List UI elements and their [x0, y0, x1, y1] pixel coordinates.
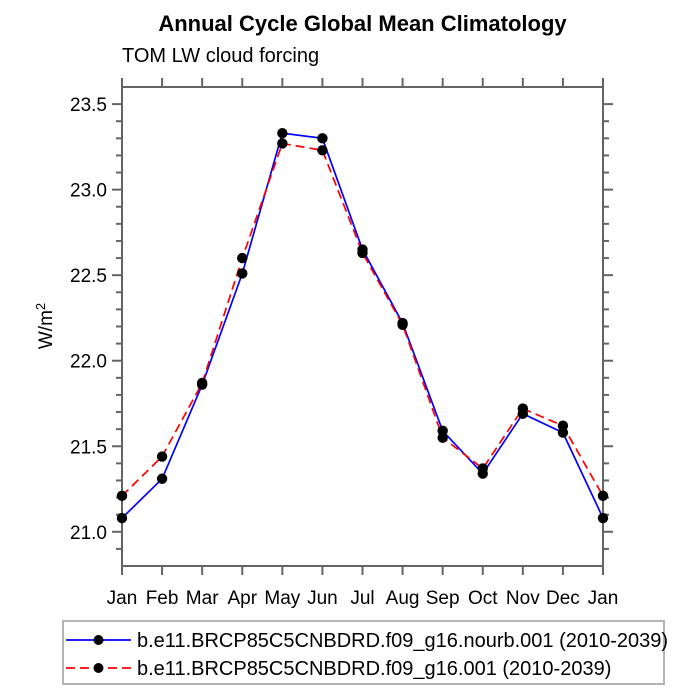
legend-label: b.e11.BRCP85C5CNBDRD.f09_g16.nourb.001 (… — [137, 630, 668, 652]
chart-title: Annual Cycle Global Mean Climatology — [158, 11, 567, 36]
data-point-marker — [116, 512, 128, 524]
data-point-marker — [156, 473, 168, 484]
x-tick-label: Apr — [227, 588, 257, 609]
y-axis-title-base: W/m — [36, 310, 57, 349]
x-tick-label: Oct — [468, 588, 498, 609]
y-tick-label: 21.5 — [70, 437, 107, 458]
data-point-marker — [237, 252, 248, 264]
x-tick-label: Jul — [350, 588, 374, 609]
data-point-marker — [156, 451, 168, 462]
data-point-marker — [277, 127, 288, 139]
data-point-marker — [597, 512, 609, 524]
data-point-marker — [437, 432, 448, 443]
y-tick-label: 22.0 — [70, 352, 107, 373]
legend-box — [62, 620, 665, 685]
x-tick-label: May — [264, 588, 300, 609]
plot-frame — [121, 86, 604, 567]
legend-label: b.e11.BRCP85C5CNBDRD.f09_g16.001 (2010-2… — [137, 658, 611, 680]
x-tick-label: Aug — [386, 588, 420, 609]
data-point-marker — [517, 403, 529, 414]
x-tick-label: Sep — [426, 588, 460, 609]
x-tick-label: Mar — [186, 588, 219, 609]
data-point-marker — [317, 145, 328, 156]
x-tick-label: Jun — [307, 588, 338, 609]
y-axis-title-exponent: 2 — [33, 303, 48, 310]
series-line-1 — [121, 142, 604, 497]
x-tick-label: Dec — [546, 588, 580, 609]
x-tick-label: Feb — [146, 588, 179, 609]
data-point-marker — [196, 377, 208, 389]
legend-marker — [93, 663, 104, 673]
y-tick-label: 21.0 — [70, 523, 107, 544]
x-tick-label: Nov — [506, 588, 540, 609]
data-point-marker — [317, 133, 328, 144]
series-line-0 — [121, 132, 604, 519]
data-point-marker — [237, 268, 248, 279]
y-axis-title: W/m2 — [33, 303, 57, 349]
data-point-marker — [277, 138, 288, 149]
data-point-marker — [116, 490, 128, 502]
y-tick-label: 23.5 — [70, 95, 107, 116]
y-tick-label: 23.0 — [70, 181, 107, 202]
x-tick-label: Jan — [588, 588, 619, 609]
data-point-marker — [397, 319, 408, 330]
data-point-marker — [557, 420, 569, 431]
legend-marker — [93, 635, 104, 645]
data-point-marker — [357, 247, 368, 259]
data-point-marker — [477, 463, 488, 474]
y-tick-label: 22.5 — [70, 266, 107, 287]
x-tick-label: Jan — [107, 588, 138, 609]
chart-subtitle: TOM LW cloud forcing — [122, 45, 320, 67]
data-point-marker — [597, 490, 609, 502]
